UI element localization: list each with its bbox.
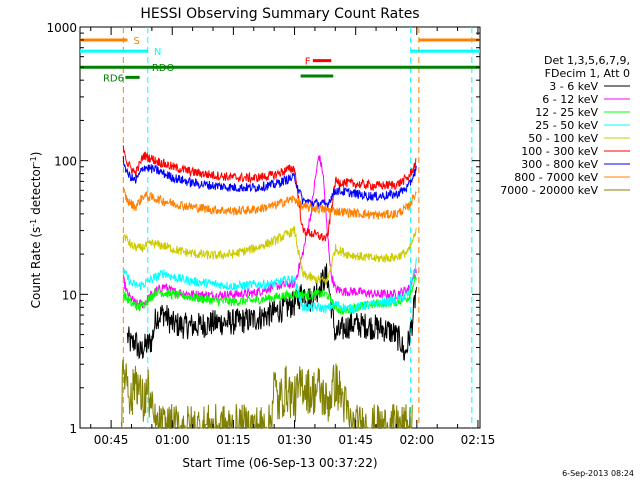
legend-label: 300 - 800 keV bbox=[521, 158, 598, 171]
x-tick-label: 02:00 bbox=[400, 433, 435, 447]
x-tick-label: 01:15 bbox=[216, 433, 251, 447]
legend: Det 1,3,5,6,7,9,FDecim 1, Att 03 - 6 keV… bbox=[500, 54, 630, 197]
legend-label: 100 - 300 keV bbox=[521, 145, 598, 158]
series-line-6 bbox=[122, 145, 417, 242]
y-tick-label: 1 bbox=[69, 422, 77, 436]
plot-frame bbox=[79, 26, 481, 429]
x-tick-label: 01:30 bbox=[277, 433, 312, 447]
series-line-5 bbox=[122, 226, 417, 287]
chart-title: HESSI Observing Summary Count Rates bbox=[140, 6, 419, 22]
x-tick-label: 01:00 bbox=[155, 433, 190, 447]
y-tick-label: 100 bbox=[54, 155, 77, 169]
series-line-2 bbox=[122, 155, 417, 309]
legend-label: 7000 - 20000 keV bbox=[500, 184, 598, 197]
y-axis-label-sup2: -1 bbox=[29, 156, 38, 164]
series-line-8 bbox=[122, 186, 417, 220]
y-axis-label-main: Count Rate (s bbox=[29, 227, 43, 309]
legend-label: 800 - 7000 keV bbox=[514, 171, 598, 184]
flag-label: N bbox=[154, 47, 161, 58]
x-axis: 00:45 01:00 01:15 01:30 01:45 02:00 02:15 bbox=[90, 27, 496, 447]
y-axis: 1 10 100 1000 bbox=[46, 21, 480, 436]
x-tick-label: 01:45 bbox=[338, 433, 373, 447]
legend-header: Det 1,3,5,6,7,9, bbox=[544, 54, 630, 67]
legend-header: FDecim 1, Att 0 bbox=[545, 67, 630, 80]
flag-label: S bbox=[134, 36, 140, 47]
y-axis-label: Count Rate (s-1 detector-1) bbox=[29, 152, 44, 309]
legend-label: 3 - 6 keV bbox=[549, 80, 598, 93]
series-line-4 bbox=[122, 257, 417, 314]
legend-label: 25 - 50 keV bbox=[535, 119, 598, 132]
series-line-1 bbox=[126, 263, 417, 361]
legend-label: 50 - 100 keV bbox=[528, 132, 598, 145]
flag-label: RD6 bbox=[103, 73, 124, 84]
series-line-7 bbox=[122, 155, 417, 210]
x-axis-label: Start Time (06-Sep-13 00:37:22) bbox=[182, 456, 377, 470]
x-tick-label: 00:45 bbox=[94, 433, 129, 447]
plot-area: S N RDO RD6 F bbox=[79, 26, 481, 430]
legend-label: 12 - 25 keV bbox=[535, 106, 598, 119]
y-axis-label-end: ) bbox=[29, 152, 43, 157]
y-tick-label: 10 bbox=[62, 288, 77, 302]
footer-date: 6-Sep-2013 08:24 bbox=[562, 469, 634, 478]
flag-label: F bbox=[305, 57, 311, 68]
y-axis-label-mid: detector bbox=[29, 164, 43, 219]
series-line-9 bbox=[120, 358, 413, 430]
y-tick-label: 1000 bbox=[46, 21, 77, 35]
x-tick-label: 02:15 bbox=[461, 433, 496, 447]
flag-label: RDO bbox=[152, 63, 175, 74]
legend-label: 6 - 12 keV bbox=[542, 93, 598, 106]
y-axis-label-sup1: -1 bbox=[29, 219, 38, 227]
